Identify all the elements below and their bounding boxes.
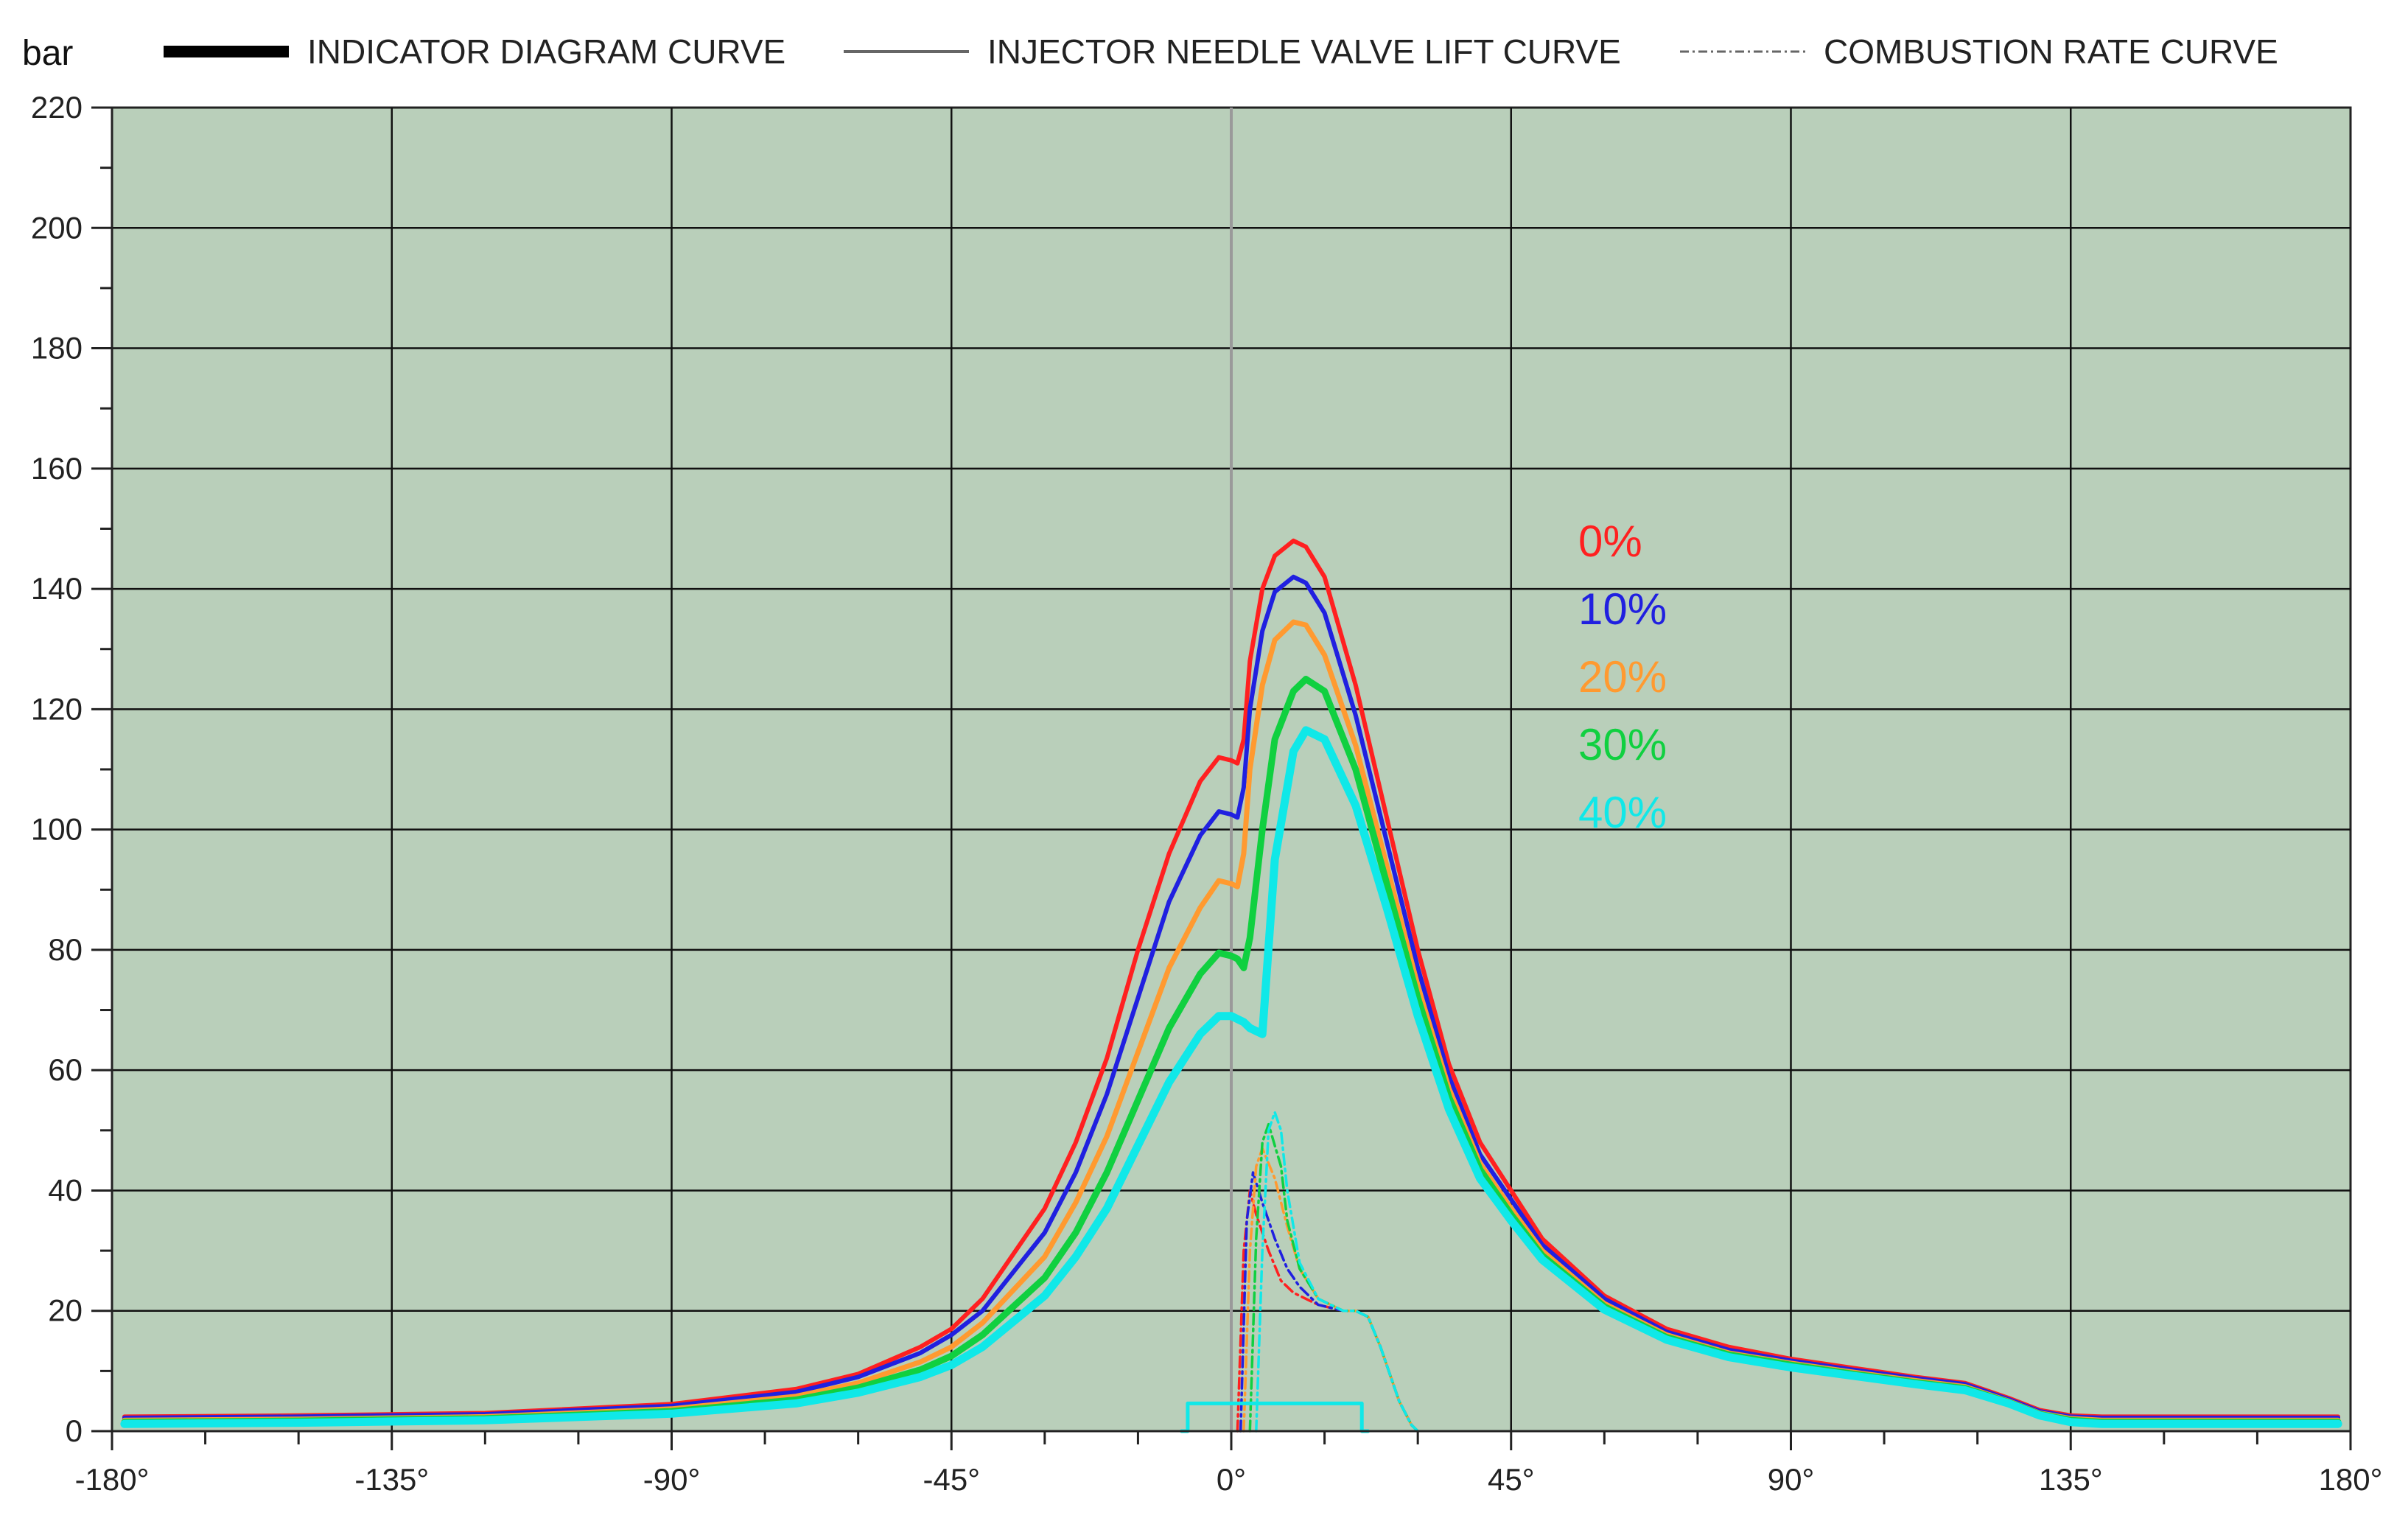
combustion-rate-curve-1	[1239, 1171, 1419, 1433]
percent-annotation: 40%	[1578, 788, 1667, 837]
axes: 0 20 40 60 80 100 120 140 160 180 200 220 -180° -135°…	[31, 90, 2383, 1497]
legend-label: COMBUSTION RATE CURVE	[1824, 32, 2278, 71]
x-tick-label: -135°	[354, 1462, 429, 1497]
y-tick-label: 200	[31, 210, 83, 245]
indicator-curve-4	[120, 726, 2342, 1428]
combustion-rate-curve-4	[1255, 1111, 1419, 1433]
y-tick-label: 20	[48, 1293, 83, 1328]
y-tick-label: 180	[31, 331, 83, 366]
y-tick-label: 100	[31, 812, 83, 847]
percent-annotations: 0% 10% 20% 30% 40%	[1578, 517, 1667, 837]
y-tick-label: 0	[66, 1413, 83, 1448]
y-tick-label: 160	[31, 451, 83, 486]
x-tick-label: -90°	[643, 1462, 701, 1497]
y-tick-label: 60	[48, 1052, 83, 1087]
x-tick-label: 90°	[1768, 1462, 1815, 1497]
x-tick-label: 135°	[2039, 1462, 2103, 1497]
legend-label: INJECTOR NEEDLE VALVE LIFT CURVE	[987, 32, 1621, 71]
legend: INDICATOR DIAGRAM CURVE INJECTOR NEEDLE V…	[164, 32, 2278, 71]
percent-annotation: 10%	[1578, 584, 1667, 634]
x-tick-label: -180°	[75, 1462, 150, 1497]
series-group	[120, 538, 2342, 1433]
y-tick-label: 120	[31, 691, 83, 726]
x-tick-label: 180°	[2319, 1462, 2383, 1497]
y-tick-label: 40	[48, 1172, 83, 1207]
percent-annotation: 20%	[1578, 652, 1667, 702]
legend-label: INDICATOR DIAGRAM CURVE	[307, 32, 785, 71]
y-tick-label: 140	[31, 571, 83, 606]
y-tick-label: 220	[31, 90, 83, 125]
y-unit-label: bar	[22, 34, 73, 73]
percent-annotation: 0%	[1578, 517, 1642, 566]
x-tick-label: -45°	[923, 1462, 981, 1497]
x-tick-label: 0°	[1217, 1462, 1246, 1497]
percent-annotation: 30%	[1578, 720, 1667, 769]
y-tick-label: 80	[48, 932, 83, 967]
x-tick-label: 45°	[1488, 1462, 1535, 1497]
